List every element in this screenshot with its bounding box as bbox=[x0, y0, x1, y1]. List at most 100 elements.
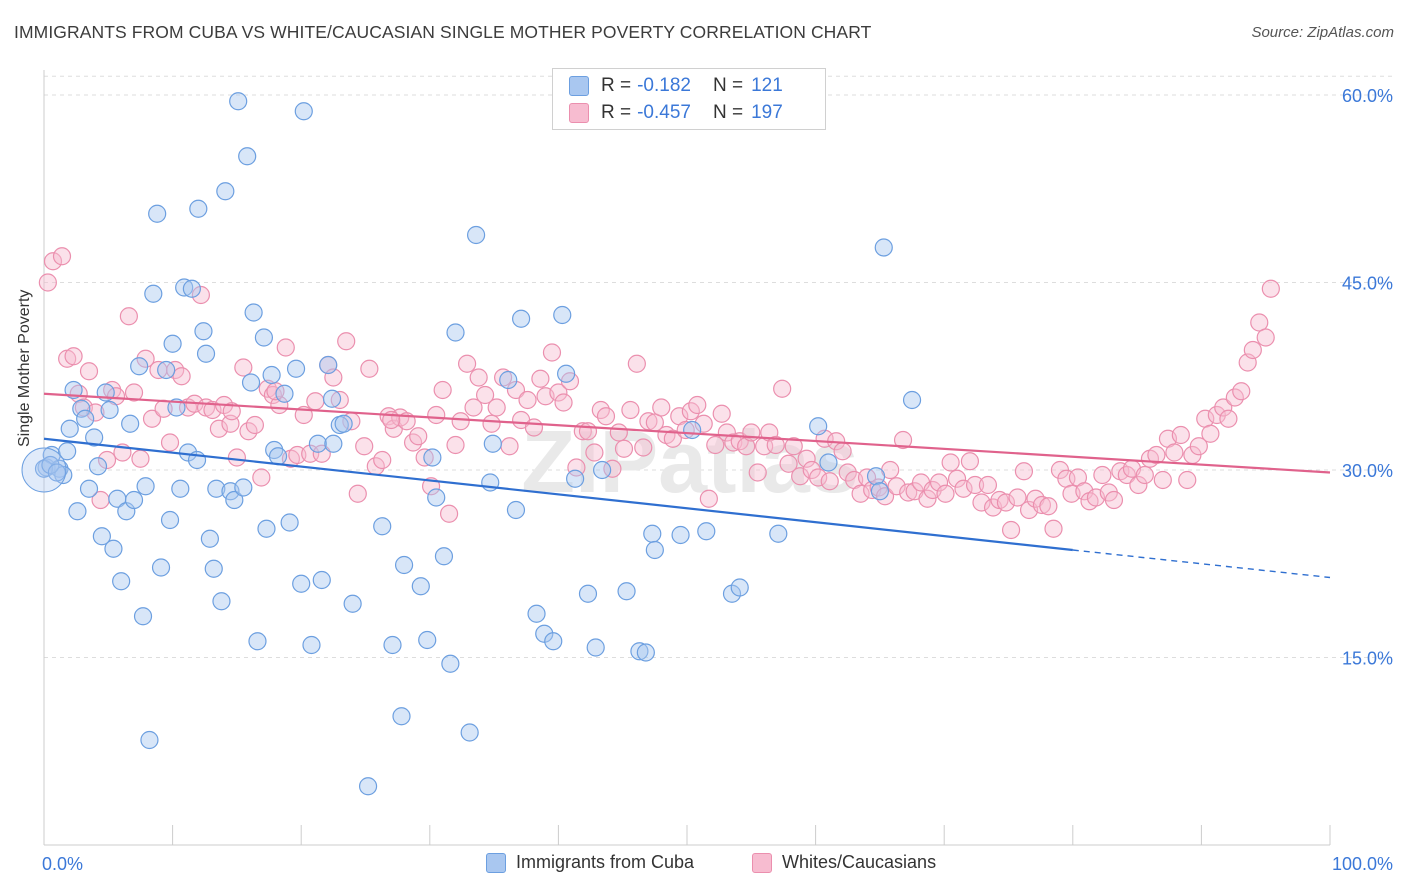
point-cuba bbox=[874, 238, 893, 257]
point-cuba bbox=[483, 434, 502, 453]
point-whites bbox=[1171, 425, 1190, 445]
point-cuba bbox=[58, 442, 77, 461]
whites-caucasians-points bbox=[38, 247, 1280, 540]
point-whites bbox=[142, 409, 162, 428]
point-cuba bbox=[238, 147, 257, 166]
n-value: 197 bbox=[751, 102, 783, 123]
point-whites bbox=[43, 252, 63, 271]
point-cuba bbox=[441, 654, 460, 673]
legend-item-cuba[interactable]: Immigrants from Cuba bbox=[486, 852, 694, 873]
point-cuba bbox=[553, 305, 572, 325]
point-whites bbox=[1135, 465, 1154, 485]
point-whites bbox=[954, 479, 973, 498]
point-whites bbox=[688, 395, 707, 415]
point-cuba bbox=[280, 513, 299, 532]
point-whites bbox=[209, 419, 228, 438]
point-whites bbox=[312, 444, 331, 463]
point-whites bbox=[276, 338, 295, 357]
point-whites bbox=[542, 343, 562, 362]
point-cuba bbox=[809, 417, 828, 436]
point-whites bbox=[487, 398, 506, 417]
point-cuba bbox=[671, 525, 690, 545]
point-whites bbox=[464, 398, 483, 417]
point-whites bbox=[996, 493, 1016, 512]
point-whites bbox=[433, 380, 452, 400]
x-tick-label-min: 0.0% bbox=[42, 854, 83, 874]
point-cuba bbox=[121, 414, 140, 433]
point-whites bbox=[706, 435, 725, 455]
point-cuba bbox=[411, 577, 430, 596]
point-whites bbox=[119, 307, 138, 326]
point-cuba bbox=[683, 420, 702, 440]
point-cuba bbox=[88, 457, 108, 476]
point-cuba bbox=[262, 365, 281, 385]
source-note: Source: ZipAtlas.com bbox=[1251, 24, 1394, 41]
point-cuba bbox=[257, 519, 276, 538]
point-cuba bbox=[60, 419, 79, 438]
point-whites bbox=[330, 390, 349, 410]
point-whites bbox=[1044, 519, 1063, 538]
point-whites bbox=[699, 489, 718, 508]
point-whites bbox=[585, 443, 604, 462]
point-whites bbox=[524, 418, 544, 437]
series-legend: Immigrants from Cuba Whites/Caucasians bbox=[0, 852, 1406, 878]
x-tick-label-max: 100.0% bbox=[1332, 854, 1393, 874]
point-whites bbox=[427, 405, 446, 425]
legend-swatch-blue bbox=[486, 852, 506, 873]
point-cuba bbox=[254, 328, 274, 347]
point-cuba bbox=[446, 323, 465, 342]
point-whites bbox=[712, 404, 731, 423]
point-cuba bbox=[144, 284, 163, 303]
point-cuba bbox=[189, 199, 208, 218]
point-cuba bbox=[466, 225, 486, 245]
point-cuba bbox=[586, 638, 605, 657]
point-cuba bbox=[308, 434, 328, 453]
point-whites bbox=[500, 437, 519, 456]
legend-swatch-pink bbox=[569, 103, 589, 123]
point-cuba bbox=[207, 479, 226, 498]
point-whites bbox=[918, 489, 937, 508]
point-whites bbox=[791, 467, 810, 486]
point-cuba bbox=[104, 539, 123, 558]
point-whites bbox=[1147, 445, 1166, 465]
cuba-points bbox=[21, 92, 922, 796]
legend-swatch-pink bbox=[752, 852, 772, 873]
point-cuba bbox=[182, 279, 201, 298]
legend-label-cuba: Immigrants from Cuba bbox=[516, 852, 695, 872]
point-whites bbox=[1104, 490, 1124, 510]
point-cuba bbox=[133, 607, 153, 626]
point-cuba bbox=[76, 409, 95, 428]
legend-row-cuba: R = -0.182 N = 121 bbox=[569, 74, 783, 98]
point-whites bbox=[899, 483, 918, 502]
point-cuba bbox=[578, 584, 598, 603]
point-whites bbox=[288, 445, 307, 465]
point-cuba bbox=[130, 357, 149, 376]
point-cuba bbox=[697, 522, 716, 541]
point-whites bbox=[355, 437, 374, 456]
point-cuba bbox=[47, 463, 66, 482]
point-cuba bbox=[427, 488, 446, 507]
point-whites bbox=[506, 380, 526, 400]
point-cuba-large bbox=[21, 447, 67, 493]
point-whites bbox=[766, 435, 785, 455]
point-cuba bbox=[124, 490, 144, 510]
point-whites bbox=[1014, 462, 1034, 481]
legend-item-whites[interactable]: Whites/Caucasians bbox=[752, 852, 936, 873]
point-cuba bbox=[460, 723, 479, 742]
trend-line-cuba bbox=[43, 437, 1073, 552]
point-cuba bbox=[171, 479, 190, 498]
point-whites bbox=[64, 347, 83, 366]
y-tick-label: 60.0% bbox=[1342, 86, 1393, 106]
point-whites bbox=[457, 354, 477, 373]
y-tick-label: 45.0% bbox=[1342, 274, 1393, 294]
point-whites bbox=[1219, 409, 1238, 428]
point-cuba bbox=[506, 500, 526, 520]
point-whites bbox=[941, 453, 960, 472]
point-whites bbox=[1093, 465, 1112, 485]
point-whites bbox=[838, 463, 857, 482]
point-whites bbox=[337, 332, 356, 351]
point-whites bbox=[79, 362, 99, 381]
point-whites bbox=[621, 400, 640, 420]
point-cuba bbox=[617, 582, 636, 601]
